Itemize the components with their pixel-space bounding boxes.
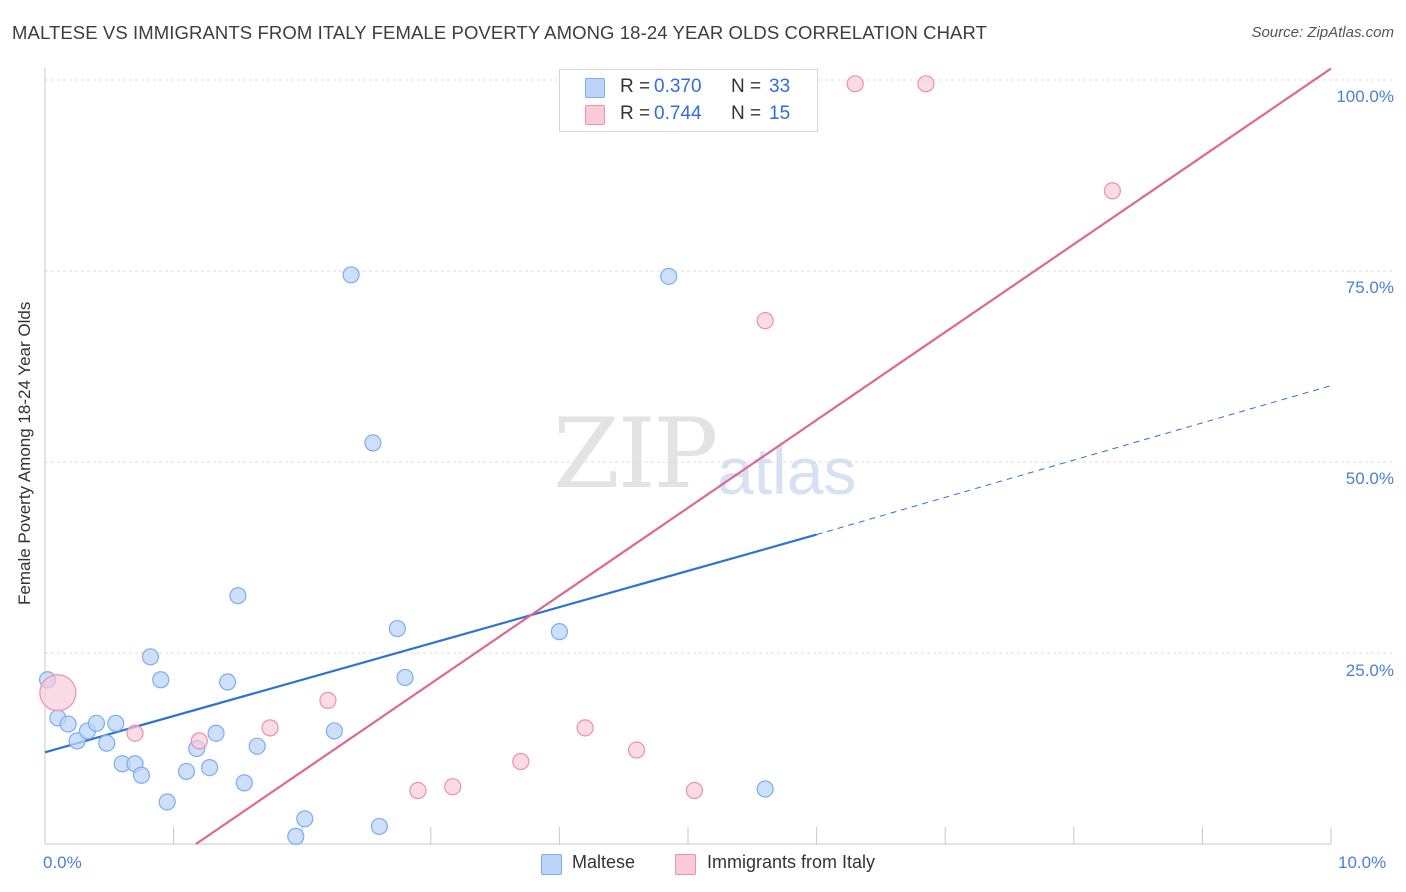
legend-r-value: 0.370 (654, 76, 702, 97)
legend-r-value: 0.744 (654, 103, 702, 124)
italy-point (685, 781, 704, 800)
y-axis-title: Female Poverty Among 18-24 Year Olds (15, 301, 34, 605)
italy-point (846, 75, 864, 93)
maltese-point (87, 714, 106, 732)
legend-n-label: N = (731, 76, 762, 97)
italy-point (39, 674, 77, 712)
italy-point (261, 719, 279, 737)
trend-line-maltese-extension (816, 385, 1332, 536)
y-tick-label-25: 25.0% (1345, 661, 1394, 680)
italy-point (576, 719, 594, 737)
bottom-legend-swatch-italy (675, 854, 696, 875)
italy-point (756, 312, 774, 330)
maltese-point (296, 810, 314, 828)
legend-swatch-maltese (585, 78, 605, 98)
maltese-point (235, 774, 253, 792)
italy-point (319, 691, 337, 709)
x-tick-label-max: 10.0% (1338, 853, 1387, 872)
italy-point (126, 724, 144, 742)
maltese-point (98, 734, 116, 752)
maltese-point (132, 766, 151, 784)
maltese-point (287, 827, 305, 845)
maltese-point (325, 722, 343, 740)
maltese-point (248, 737, 266, 755)
maltese-point (158, 793, 176, 811)
maltese-point (229, 587, 247, 605)
italy-point (444, 778, 462, 796)
bottom-legend-label-maltese: Maltese (572, 852, 636, 872)
maltese-point (756, 780, 774, 798)
maltese-point (141, 648, 160, 666)
italy-point (1103, 182, 1121, 200)
italy-point (627, 741, 646, 759)
trend-line-italy (195, 67, 1332, 845)
watermark-zip: ZIP (553, 398, 718, 510)
italy-point (190, 732, 208, 750)
italy-point (917, 75, 935, 93)
maltese-point (364, 434, 382, 452)
maltese-point (219, 673, 237, 691)
y-tick-label-100: 100.0% (1336, 87, 1394, 106)
legend-r-label: R = (620, 103, 651, 124)
maltese-point (59, 715, 77, 733)
maltese-point (152, 671, 170, 689)
maltese-point (660, 267, 678, 285)
maltese-point (396, 668, 414, 687)
maltese-point (388, 619, 406, 638)
maltese-point (370, 817, 388, 836)
maltese-point (207, 724, 225, 742)
source-label: Source: ZipAtlas.com (1251, 24, 1394, 41)
bottom-legend-label-italy: Immigrants from Italy (707, 852, 876, 872)
maltese-point (177, 762, 196, 781)
legend-swatch-italy (585, 105, 605, 125)
maltese-point (68, 732, 86, 750)
maltese-point (107, 714, 125, 732)
italy-point (409, 781, 427, 800)
y-tick-label-50: 50.0% (1345, 469, 1394, 488)
x-tick-label-min: 0.0% (43, 853, 82, 872)
legend-n-label: N = (731, 103, 762, 124)
legend-n-value: 15 (769, 103, 791, 124)
trend-line-maltese (44, 533, 817, 754)
maltese-point (550, 623, 569, 641)
maltese-point (201, 758, 219, 777)
chart-title: MALTESE VS IMMIGRANTS FROM ITALY FEMALE … (12, 22, 988, 43)
correlation-legend: R = 0.370 N = 33 R = 0.744 N = 15 (559, 69, 818, 132)
legend-r-label: R = (620, 76, 651, 97)
y-tick-label-75: 75.0% (1345, 278, 1394, 297)
italy-point (512, 752, 530, 771)
bottom-legend-swatch-maltese (541, 854, 562, 875)
maltese-point (342, 266, 360, 284)
legend-n-value: 33 (769, 76, 791, 97)
